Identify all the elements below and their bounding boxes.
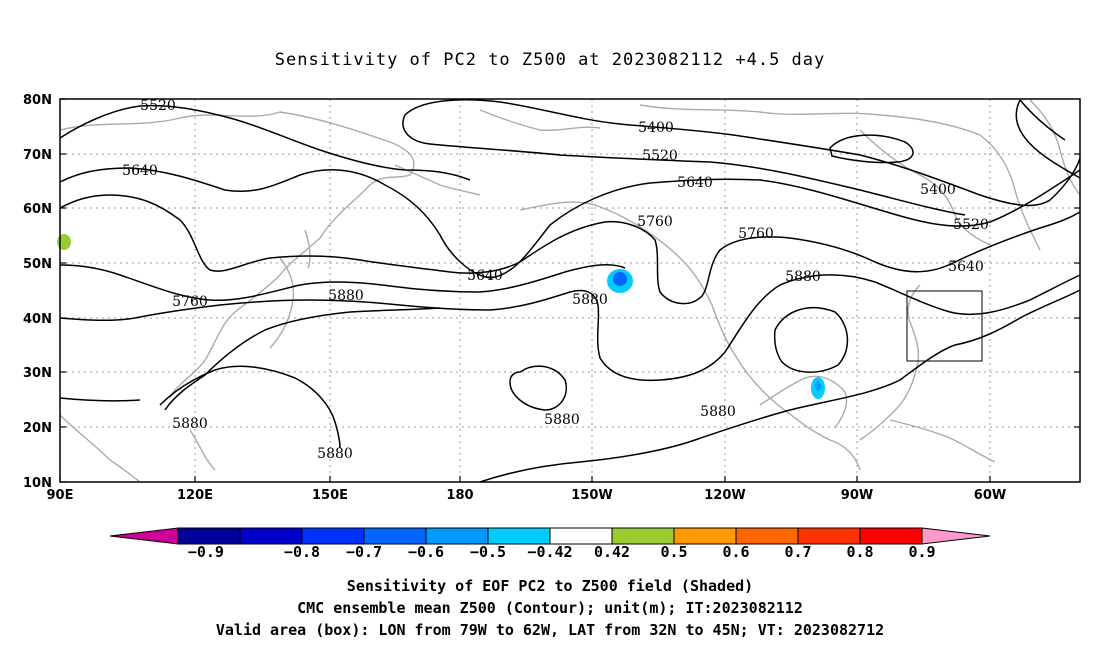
colorbar: −0.9 −0.8 −0.7 −0.6 −0.5 −0.42 0.42 0.5 0.6 0.7 0.… — [109, 527, 991, 561]
colorbar-label: −0.42 — [527, 543, 572, 561]
lat-tick-label: 60N — [23, 202, 52, 217]
colorbar-cell — [549, 527, 613, 545]
colorbar-label: −0.8 — [284, 543, 320, 561]
contour-label: 5760 — [637, 214, 673, 230]
lat-tick-label: 40N — [23, 312, 52, 327]
colorbar-cell — [797, 527, 861, 545]
colorbar-label: 0.6 — [722, 543, 749, 561]
caption-line-valid-area: Valid area (box): LON from 79W to 62W, L… — [215, 621, 885, 639]
colorbar-cell — [363, 527, 427, 545]
shading-negative-core-pacific — [613, 272, 627, 286]
colorbar-left-triangle — [109, 527, 179, 545]
colorbar-label: −0.6 — [408, 543, 444, 561]
lon-tick-label: 150W — [571, 488, 612, 503]
colorbar-cell — [673, 527, 737, 545]
lat-tick-label: 50N — [23, 257, 52, 272]
contour-label: 5520 — [953, 217, 989, 233]
colorbar-cell — [735, 527, 799, 545]
lat-tick-label: 20N — [23, 421, 52, 436]
colorbar-cell — [239, 527, 303, 545]
colorbar-cells — [177, 527, 923, 545]
colorbar-cell — [301, 527, 365, 545]
z500-contours — [59, 99, 1081, 483]
contour-label: 5880 — [572, 292, 608, 308]
contour-label: 5640 — [677, 175, 713, 191]
chart-title: Sensitivity of PC2 to Z500 at 2023082112… — [274, 50, 826, 70]
contour-label: 5880 — [785, 269, 821, 285]
contour-label: 5640 — [467, 268, 503, 284]
caption: Sensitivity of EOF PC2 to Z500 field (Sh… — [0, 575, 1100, 641]
shading-positive-small-area — [57, 234, 71, 250]
lat-tick-label: 10N — [23, 476, 52, 491]
lat-tick-label: 80N — [23, 93, 52, 108]
colorbar-label: 0.7 — [784, 543, 811, 561]
caption-line-contour: CMC ensemble mean Z500 (Contour); unit(m… — [297, 599, 803, 617]
colorbar-cell — [177, 527, 241, 545]
colorbar-label: −0.7 — [346, 543, 382, 561]
lon-tick-marks — [59, 476, 991, 482]
contour-label: 5880 — [328, 288, 364, 304]
colorbar-label: 0.9 — [908, 543, 935, 561]
colorbar-label: −0.5 — [470, 543, 506, 561]
colorbar-cell — [487, 527, 551, 545]
colorbar-label: 0.42 — [594, 543, 630, 561]
contour-label: 5400 — [920, 182, 956, 198]
contour-label: 5880 — [700, 404, 736, 420]
lat-tick-label: 30N — [23, 366, 52, 381]
colorbar-cell — [425, 527, 489, 545]
valid-area-box — [906, 290, 983, 362]
lat-tick-marks — [60, 98, 1080, 483]
lon-tick-label: 60W — [974, 488, 1006, 503]
lon-tick-label: 90E — [47, 488, 74, 503]
contour-label: 5880 — [544, 412, 580, 428]
colorbar-label: 0.8 — [846, 543, 873, 561]
coastlines — [59, 99, 1081, 483]
lat-tick-label: 70N — [23, 148, 52, 163]
contour-label: 5880 — [317, 446, 353, 462]
lon-tick-label: 120W — [704, 488, 745, 503]
contour-label: 5520 — [140, 98, 176, 114]
contour-label: 5640 — [122, 163, 158, 179]
lon-tick-label: 120E — [177, 488, 213, 503]
contour-label: 5760 — [172, 294, 208, 310]
colorbar-cell — [859, 527, 923, 545]
lon-tick-labels: 90E 120E 150E 180 150W 120W 90W 60W — [47, 488, 1007, 503]
contour-label-group: 5520 5640 5760 5880 5400 5520 5640 5760 … — [122, 98, 989, 462]
shading-negative-core-gulf — [815, 381, 821, 391]
colorbar-labels: −0.9 −0.8 −0.7 −0.6 −0.5 −0.42 0.42 0.5 0.6 0.7 0.… — [188, 543, 936, 561]
contour-label: 5520 — [642, 148, 678, 164]
lat-tick-labels: 80N 70N 60N 50N 40N 30N 20N 10N — [23, 93, 52, 491]
contour-label: 5760 — [738, 226, 774, 242]
caption-line-shaded: Sensitivity of EOF PC2 to Z500 field (Sh… — [346, 577, 754, 595]
contour-label: 5880 — [172, 416, 208, 432]
lon-tick-label: 180 — [446, 488, 473, 503]
colorbar-right-triangle — [921, 527, 991, 545]
lon-tick-label: 150E — [312, 488, 348, 503]
map-frame — [59, 98, 1081, 483]
contour-label: 5400 — [638, 120, 674, 136]
colorbar-label: −0.9 — [188, 543, 224, 561]
colorbar-cell — [611, 527, 675, 545]
lon-tick-label: 90W — [841, 488, 873, 503]
colorbar-label: 0.5 — [660, 543, 687, 561]
contour-label: 5640 — [948, 259, 984, 275]
